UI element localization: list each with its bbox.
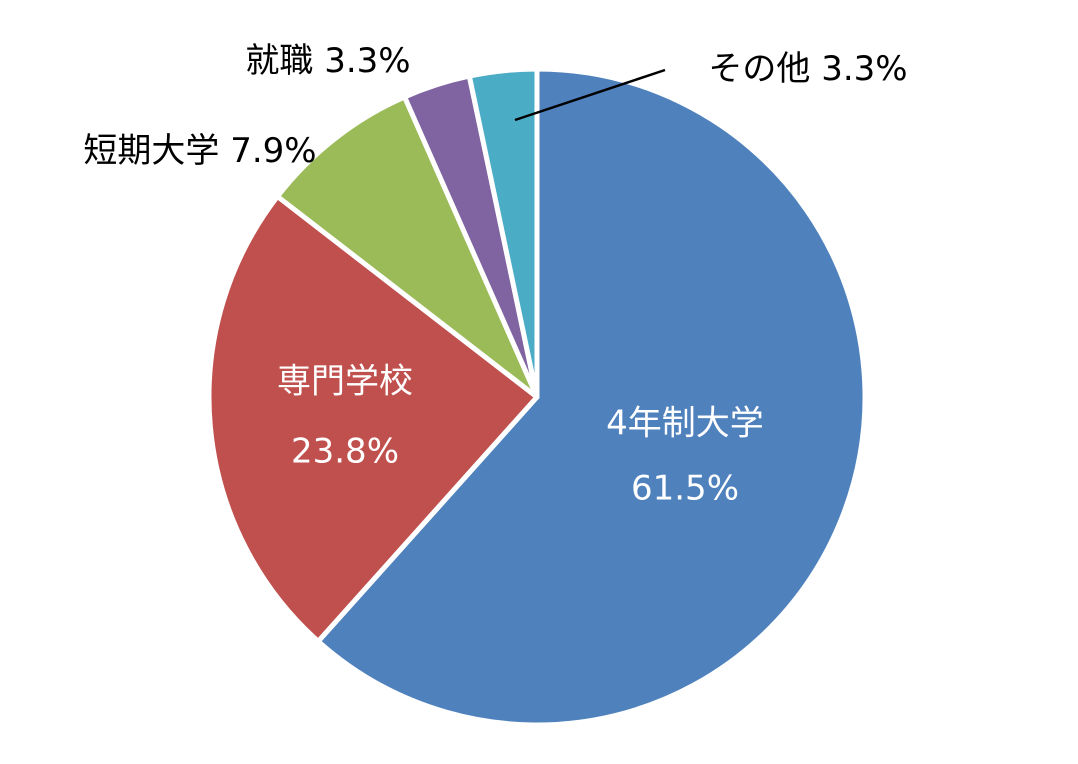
slice-label: 就職 3.3% [245, 41, 410, 81]
slice-label: 専門学校 [277, 362, 413, 402]
pie-slice [206, 193, 540, 644]
category-label: 就職 [245, 41, 313, 81]
slice-label: 短期大学 7.9% [83, 131, 316, 171]
value-label: 7.9% [230, 131, 316, 171]
leader-line [514, 68, 666, 122]
value-label: 61.5% [631, 469, 739, 509]
pie-slice [274, 94, 540, 400]
category-label: 短期大学 [83, 131, 219, 171]
value-label: 23.8% [291, 432, 399, 472]
slice-label: その他 3.3% [708, 49, 907, 89]
category-label: その他 [708, 49, 810, 89]
pie-slice [466, 66, 540, 400]
slice-label: 4年制大学 [606, 404, 764, 444]
pie-slice [315, 66, 868, 728]
value-label: 3.3% [324, 41, 410, 81]
value-label: 3.3% [821, 49, 907, 89]
